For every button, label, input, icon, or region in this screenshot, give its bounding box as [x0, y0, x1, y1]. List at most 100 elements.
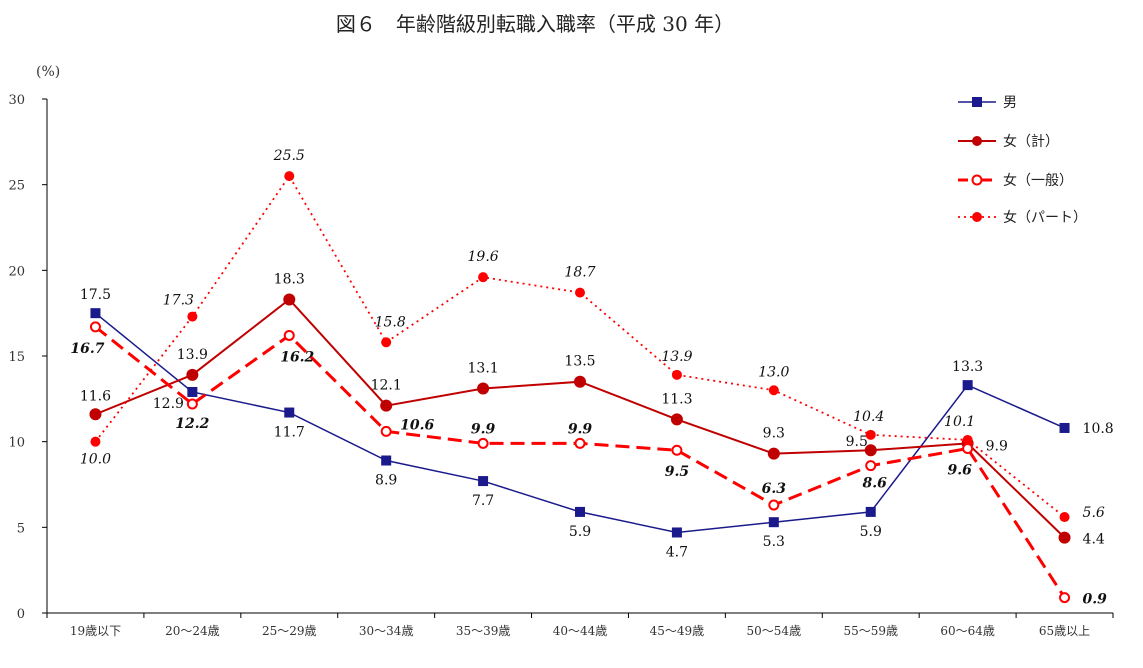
data-label: 5.3 [763, 534, 785, 550]
x-tick-label: 50～54歳 [747, 624, 802, 638]
legend-marker-square [972, 97, 982, 107]
data-label: 10.1 [944, 414, 975, 430]
data-label: 11.6 [80, 388, 111, 404]
data-point-square [284, 407, 295, 418]
legend-marker-circle [972, 212, 982, 222]
data-point-square [575, 506, 585, 517]
data-point-square [1059, 422, 1070, 433]
data-point-circle [283, 293, 296, 306]
data-label: 17.5 [80, 287, 111, 303]
x-tick-label: 45～49歳 [650, 624, 705, 638]
data-label: 18.3 [274, 271, 305, 287]
data-point-circle [575, 287, 585, 298]
data-point-open-circle [865, 460, 877, 472]
x-tick-label: 19歳以下 [70, 624, 121, 638]
data-point-circle [478, 272, 489, 283]
data-point-circle [477, 382, 490, 395]
x-tick-label: 60～64歳 [940, 624, 995, 638]
data-label: 9.5 [665, 464, 689, 480]
legend-marker-circle [972, 136, 982, 146]
data-point-circle [90, 436, 101, 447]
x-tick-label: 30～34歳 [359, 624, 414, 638]
data-label: 11.7 [274, 425, 305, 441]
data-label: 7.7 [472, 493, 494, 509]
data-label: 13.9 [177, 347, 208, 363]
data-point-square [90, 308, 101, 319]
data-point-open-circle [186, 398, 198, 410]
data-point-open-circle [1059, 592, 1071, 604]
y-tick-label: 20 [8, 264, 25, 279]
series-3: 10.0 17.3 25.5 15.8 19.6 18.7 13.9 13.0 10.4 10.1… [80, 148, 1105, 523]
data-point-open-circle [768, 499, 780, 511]
data-point-open-circle [962, 443, 974, 455]
data-label: 8.6 [863, 476, 888, 492]
data-point-circle [865, 429, 876, 440]
chart-title: 図６ 年齢階級別転職入職率（平成 30 年） [335, 12, 735, 36]
data-label: 5.9 [569, 524, 591, 540]
data-point-square [187, 386, 198, 397]
y-tick-label: 5 [17, 521, 25, 536]
legend-item-3: 女（パート） [958, 209, 1087, 226]
data-point-square [865, 506, 876, 517]
data-label: 9.9 [986, 438, 1008, 454]
data-label: 4.4 [1083, 532, 1105, 548]
data-label: 10.4 [853, 409, 884, 425]
data-label: 16.7 [70, 341, 104, 357]
data-point-circle [89, 408, 102, 421]
x-tick-label: 65歳以上 [1039, 624, 1090, 638]
data-label: 9.9 [471, 421, 496, 437]
data-point-square [478, 476, 489, 487]
data-point-circle [284, 171, 295, 182]
data-point-open-circle [477, 437, 489, 449]
data-label: 13.0 [758, 364, 789, 380]
data-label: 11.3 [661, 391, 692, 407]
data-label: 9.9 [568, 421, 593, 437]
legend-item-0: 男 [958, 95, 1017, 111]
data-point-circle [380, 399, 393, 412]
data-label: 13.9 [661, 349, 692, 365]
data-label: 13.5 [564, 354, 595, 370]
data-label: 0.9 [1083, 592, 1108, 608]
series-1: 11.6 13.9 18.3 12.1 13.1 13.5 11.3 9.3 9.5 9.9 4.4 [80, 271, 1105, 547]
data-point-circle [962, 434, 973, 445]
data-label: 10.6 [400, 417, 434, 433]
data-label: 9.6 [947, 463, 972, 479]
data-point-circle [864, 444, 877, 457]
data-label: 10.8 [1083, 421, 1114, 437]
data-label: 5.9 [860, 524, 882, 540]
data-point-circle [574, 375, 586, 388]
data-label: 12.9 [153, 396, 184, 412]
series-line [95, 298, 1066, 539]
data-point-open-circle [89, 321, 101, 333]
data-point-square [962, 380, 973, 391]
data-point-circle [186, 368, 199, 381]
data-label: 19.6 [468, 249, 499, 265]
series-0: 17.5 12.9 11.7 8.9 7.7 5.9 4.7 5.3 5.9 13.3 10.8 [80, 287, 1114, 560]
data-point-open-circle [671, 444, 683, 456]
y-tick-label: 15 [8, 350, 25, 365]
y-tick-label: 30 [8, 93, 25, 108]
data-label: 13.1 [468, 361, 499, 377]
data-point-circle [1059, 512, 1070, 523]
x-tick-label: 20～24歳 [165, 624, 220, 638]
data-label: 12.1 [371, 378, 402, 394]
data-label: 15.8 [375, 314, 406, 330]
legend-label: 女（計） [1003, 133, 1059, 150]
legend-item-1: 女（計） [958, 133, 1059, 150]
data-point-circle [767, 447, 780, 460]
data-point-square [671, 527, 682, 538]
series-2: 16.7 12.2 16.2 10.6 9.9 9.9 9.5 6.3 8.6 9.6 0.9 [70, 321, 1108, 608]
legend-item-2: 女（一般） [958, 172, 1073, 189]
data-point-circle [381, 337, 392, 348]
data-point-circle [670, 413, 683, 426]
data-point-circle [671, 369, 682, 380]
x-tick-label: 40～44歳 [553, 624, 608, 638]
data-label: 4.7 [666, 544, 688, 560]
data-point-open-circle [283, 329, 295, 341]
y-tick-label: 10 [8, 436, 25, 451]
data-label: 8.9 [375, 473, 397, 489]
data-point-square [768, 517, 779, 528]
legend-marker-open-circle [971, 174, 983, 186]
x-tick-label: 35～39歳 [456, 624, 511, 638]
